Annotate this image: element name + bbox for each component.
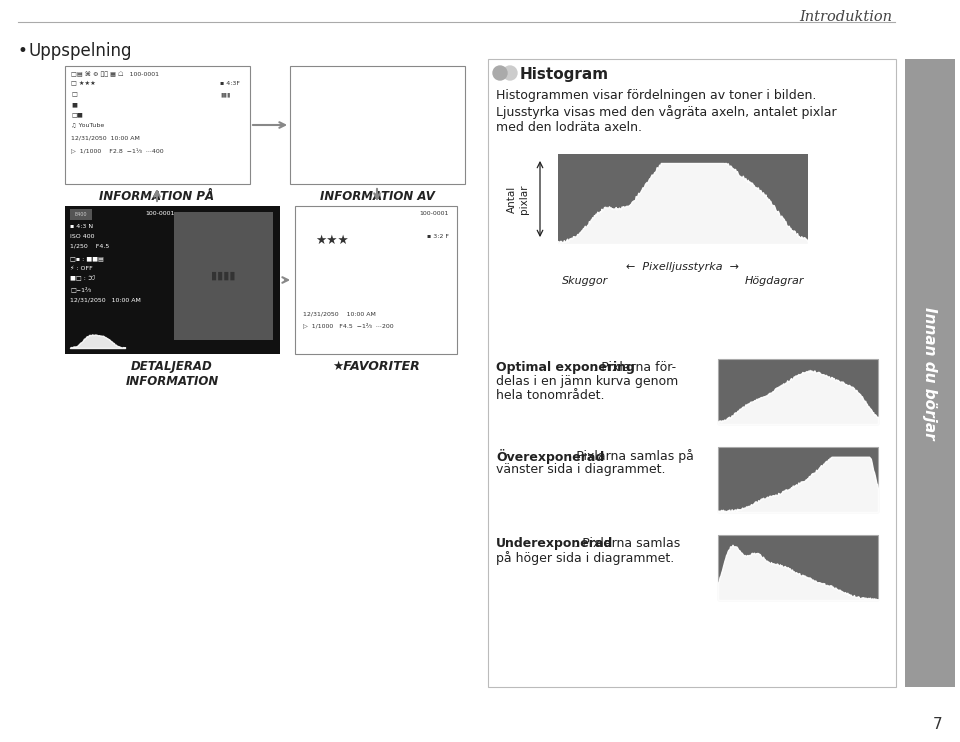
Text: Histogram: Histogram [520, 67, 610, 82]
Bar [65, 66, 250, 184]
Text: ★★★: ★★★ [315, 234, 348, 247]
Text: hela tonområdet.: hela tonområdet. [496, 389, 605, 402]
Text: Skuggor: Skuggor [562, 276, 609, 286]
Text: Introduktion: Introduktion [799, 10, 892, 24]
Text: 7: 7 [932, 717, 942, 732]
Text: ★FAVORITER: ★FAVORITER [332, 360, 420, 373]
Text: □■: □■ [71, 112, 83, 117]
Text: ISO 400: ISO 400 [70, 234, 94, 239]
Text: ▷  1/1000   F4.5  −1²⁄₃  ···200: ▷ 1/1000 F4.5 −1²⁄₃ ···200 [303, 322, 394, 328]
Text: INFORMATION PÅ: INFORMATION PÅ [100, 190, 215, 203]
Text: □▪ : ■■▤: □▪ : ■■▤ [70, 256, 104, 261]
Text: ▪ 4:3F: ▪ 4:3F [220, 81, 240, 86]
Text: E400: E400 [75, 211, 87, 217]
Bar [905, 59, 955, 687]
Text: 1/250    F4.5: 1/250 F4.5 [70, 244, 109, 249]
Text: Histogrammen visar fördelningen av toner i bilden.: Histogrammen visar fördelningen av toner… [496, 89, 816, 102]
Bar [718, 447, 878, 512]
Text: ♫ YouTube: ♫ YouTube [71, 122, 105, 127]
Text: Högdagrar: Högdagrar [745, 276, 804, 286]
Text: □: □ [71, 92, 77, 97]
Text: Optimal exponering: Optimal exponering [496, 361, 635, 374]
Text: vänster sida i diagrammet.: vänster sida i diagrammet. [496, 463, 665, 476]
Text: Uppspelning: Uppspelning [28, 42, 132, 60]
Text: ■: ■ [71, 102, 77, 107]
Text: ▮▮▮▮: ▮▮▮▮ [211, 271, 235, 281]
Text: □▤ ⌘ ⚙ ⬛⬛ ▦ ☖   100-0001: □▤ ⌘ ⚙ ⬛⬛ ▦ ☖ 100-0001 [71, 71, 159, 76]
Text: •: • [18, 42, 28, 60]
Text: med den lodräta axeln.: med den lodräta axeln. [496, 121, 642, 134]
Bar [295, 206, 457, 354]
Text: INFORMATION AV: INFORMATION AV [320, 190, 435, 203]
Bar [65, 206, 280, 354]
Text: : Pixlarna samlas på: : Pixlarna samlas på [568, 449, 694, 463]
Text: □−1²⁄₃: □−1²⁄₃ [70, 286, 91, 292]
Text: ■□ : ℑℐ: ■□ : ℑℐ [70, 276, 95, 281]
Text: 12/31/2050   10:00 AM: 12/31/2050 10:00 AM [70, 298, 141, 303]
Bar [718, 359, 878, 424]
Text: delas i en jämn kurva genom: delas i en jämn kurva genom [496, 375, 679, 388]
Text: ▷  1/1000    F2.8  −1¹⁄₃  ···400: ▷ 1/1000 F2.8 −1¹⁄₃ ···400 [71, 148, 163, 154]
Text: 100-0001: 100-0001 [145, 211, 175, 216]
Text: 100-0001: 100-0001 [420, 211, 449, 216]
Text: ▮▮▮: ▮▮▮ [220, 92, 230, 97]
Text: Antal
pixlar: Antal pixlar [507, 184, 529, 214]
Bar [718, 535, 878, 600]
Bar [558, 154, 808, 244]
Bar [174, 212, 273, 340]
Text: ▪ 4:3 N: ▪ 4:3 N [70, 224, 93, 229]
Text: ⚡ : OFF: ⚡ : OFF [70, 266, 93, 271]
Text: ←  Pixelljusstyrka  →: ← Pixelljusstyrka → [627, 262, 739, 272]
Text: på höger sida i diagrammet.: på höger sida i diagrammet. [496, 551, 674, 565]
Text: Överexponerad: Överexponerad [496, 449, 604, 464]
Text: Ljusstyrka visas med den vågräta axeln, antalet pixlar: Ljusstyrka visas med den vågräta axeln, … [496, 105, 836, 119]
Circle shape [493, 66, 507, 80]
Text: Innan du börjar: Innan du börjar [923, 306, 938, 439]
Text: 12/31/2050    10:00 AM: 12/31/2050 10:00 AM [303, 311, 376, 316]
Bar [70, 209, 92, 220]
Bar [290, 66, 465, 184]
Text: Underexponerad: Underexponerad [496, 537, 613, 550]
Text: 12/31/2050  10:00 AM: 12/31/2050 10:00 AM [71, 136, 140, 141]
Text: ▪ 3:2 F: ▪ 3:2 F [427, 234, 449, 239]
Text: DETALJERAD
INFORMATION: DETALJERAD INFORMATION [126, 360, 219, 388]
Text: : Pixlarna samlas: : Pixlarna samlas [574, 537, 680, 550]
Circle shape [503, 66, 517, 80]
Bar [488, 59, 896, 687]
Text: □ ★★★: □ ★★★ [71, 81, 96, 86]
Text: : Pixlarna för-: : Pixlarna för- [593, 361, 677, 374]
